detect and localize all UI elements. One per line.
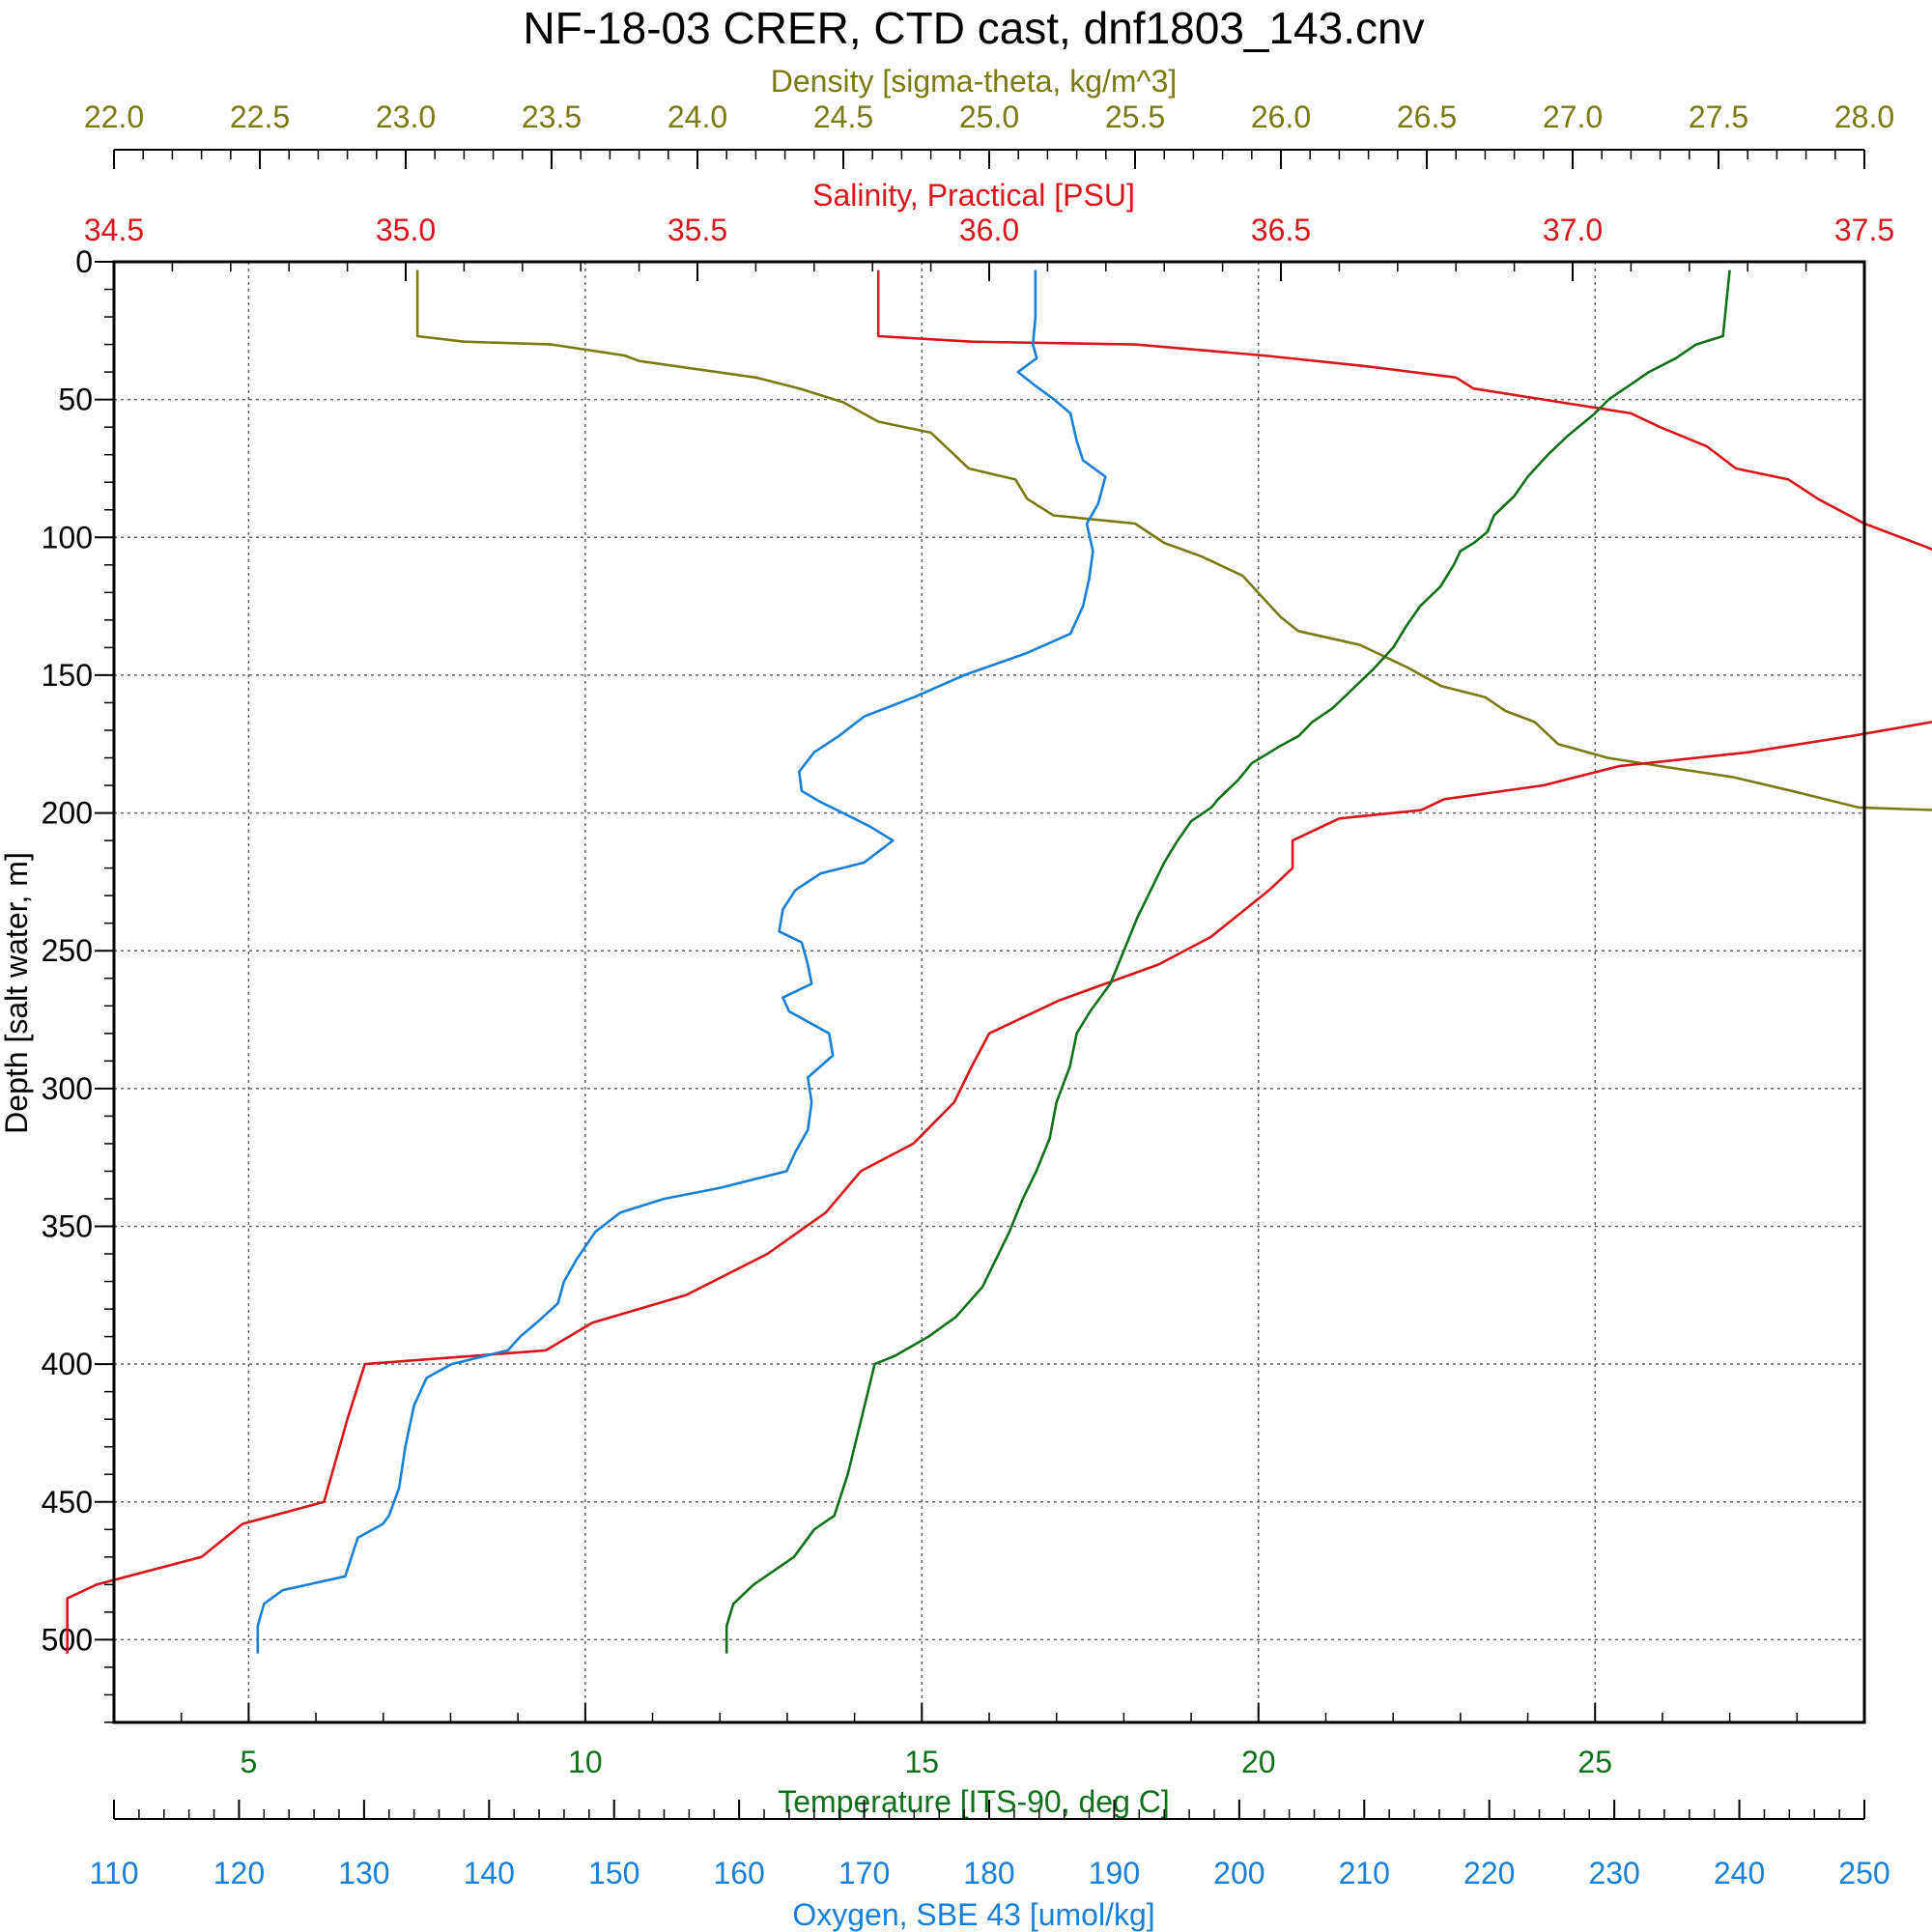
chart-title: NF-18-03 CRER, CTD cast, dnf1803_143.cnv xyxy=(523,3,1424,53)
density-line xyxy=(415,270,1932,811)
oxygen-tick-label: 190 xyxy=(1089,1856,1140,1890)
density-tick-label: 25.0 xyxy=(959,99,1019,134)
depth-tick-label: 300 xyxy=(42,1071,93,1106)
density-tick-label: 24.5 xyxy=(813,99,873,134)
depth-tick-label: 450 xyxy=(42,1485,93,1520)
oxygen-tick-label: 150 xyxy=(588,1856,639,1890)
depth-tick-label: 250 xyxy=(42,933,93,968)
depth-tick-label: 50 xyxy=(58,383,93,417)
oxygen-tick-label: 250 xyxy=(1838,1856,1889,1890)
plot-frame xyxy=(112,260,1866,1724)
density-tick-label: 26.0 xyxy=(1251,99,1311,134)
density-tick-label: 24.0 xyxy=(668,99,727,134)
density-tick-label: 27.0 xyxy=(1543,99,1603,134)
salinity-tick-label: 37.5 xyxy=(1834,213,1894,247)
salinity-tick-label: 36.5 xyxy=(1251,213,1311,247)
oxygen-tick-label: 220 xyxy=(1463,1856,1515,1890)
oxygen-tick-label: 180 xyxy=(963,1856,1014,1890)
density-tick-label: 22.0 xyxy=(84,99,144,134)
temperature-tick-label: 15 xyxy=(905,1745,940,1779)
grid-lines xyxy=(114,262,1864,1722)
depth-tick-label: 200 xyxy=(42,796,93,831)
oxygen-tick-label: 210 xyxy=(1339,1856,1390,1890)
density-tick-label: 25.5 xyxy=(1105,99,1165,134)
salinity-line xyxy=(66,270,1932,1654)
oxygen-axis-label: Oxygen, SBE 43 [umol/kg] xyxy=(792,1897,1154,1932)
density-tick-label: 26.5 xyxy=(1397,99,1457,134)
density-tick-label: 22.5 xyxy=(230,99,290,134)
temperature-tick-label: 5 xyxy=(240,1745,257,1779)
salinity-tick-label: 36.0 xyxy=(959,213,1019,247)
depth-tick-label: 350 xyxy=(42,1208,93,1243)
temperature-tick-label: 25 xyxy=(1577,1745,1612,1779)
oxygen-tick-label: 130 xyxy=(338,1856,389,1890)
density-axis-label: Density [sigma-theta, kg/m^3] xyxy=(771,64,1178,99)
salinity-axis-label: Salinity, Practical [PSU] xyxy=(812,178,1135,213)
density-tick-label: 23.0 xyxy=(376,99,436,134)
oxygen-tick-label: 230 xyxy=(1588,1856,1639,1890)
oxygen-tick-label: 110 xyxy=(89,1856,138,1890)
oxygen-tick-label: 200 xyxy=(1213,1856,1264,1890)
oxygen-tick-label: 170 xyxy=(838,1856,890,1890)
depth-tick-label: 0 xyxy=(75,244,93,279)
salinity-tick-label: 35.5 xyxy=(668,213,727,247)
salinity-tick-label: 35.0 xyxy=(376,213,436,247)
salinity-tick-label: 37.0 xyxy=(1543,213,1603,247)
temperature-axis-label: Temperature [ITS-90, deg C] xyxy=(778,1784,1170,1819)
temperature-tick-label: 10 xyxy=(568,1745,603,1779)
depth-tick-label: 150 xyxy=(42,658,93,693)
oxygen-tick-label: 120 xyxy=(213,1856,265,1890)
density-tick-label: 27.5 xyxy=(1689,99,1748,134)
depth-axis-label: Depth [salt water, m] xyxy=(0,852,34,1134)
depth-tick-label: 100 xyxy=(42,520,93,554)
temperature-tick-label: 20 xyxy=(1241,1745,1276,1779)
oxygen-tick-label: 240 xyxy=(1714,1856,1765,1890)
density-tick-label: 28.0 xyxy=(1834,99,1894,134)
oxygen-line xyxy=(256,270,1107,1654)
axes: 22.0 22.5 23.0 23.5 24.0 24.5 25.0 25.5 26.0 26.5… xyxy=(42,99,1895,1890)
oxygen-tick-label: 160 xyxy=(713,1856,764,1890)
salinity-tick-label: 34.5 xyxy=(84,213,144,247)
series-lines xyxy=(66,270,1932,1654)
depth-tick-label: 400 xyxy=(42,1347,93,1381)
temperature-line xyxy=(724,270,1731,1654)
oxygen-tick-label: 140 xyxy=(464,1856,515,1890)
density-tick-label: 23.5 xyxy=(522,99,582,134)
